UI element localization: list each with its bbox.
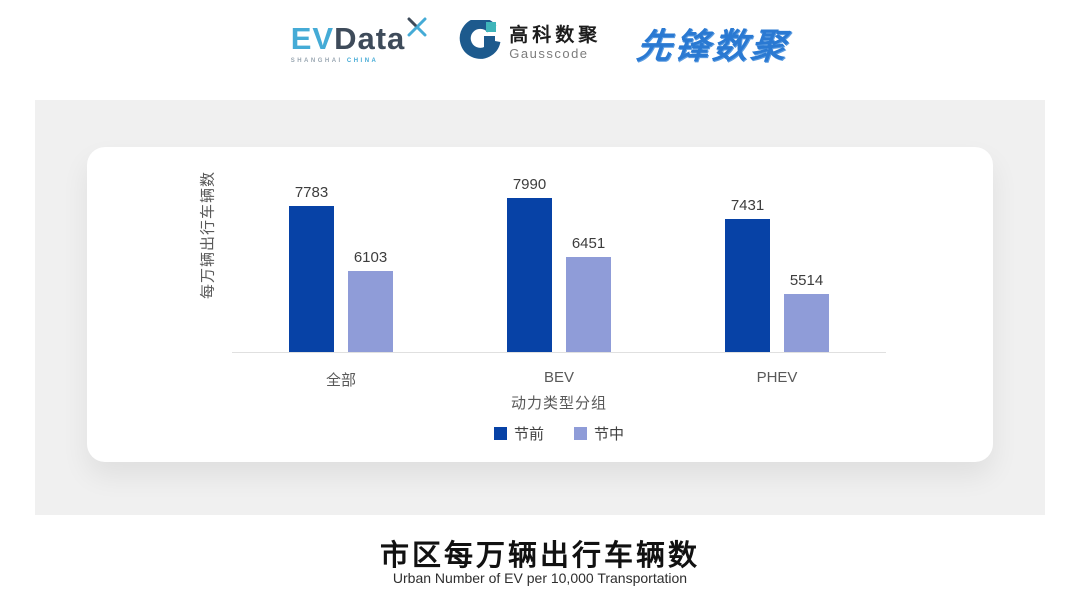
- y-axis-label: 每万辆出行车辆数: [199, 170, 217, 300]
- chart-title-cn: 市区每万辆出行车辆数: [379, 540, 700, 572]
- evdata-spark-icon: [407, 17, 427, 42]
- category-label-BEV: BEV: [543, 369, 574, 386]
- evdata-wordmark: EVData: [291, 21, 406, 56]
- plot-area: 7783 6103 7990 6451 7431 5514: [232, 176, 886, 353]
- bar-节前-全部: [289, 206, 334, 352]
- evdata-subtext: SHANGHAI CHINA: [291, 58, 406, 64]
- bar-节中-PHEV: [784, 294, 829, 352]
- category-label-全部: 全部: [325, 372, 356, 389]
- legend-swatch: [574, 427, 587, 440]
- bar-节前-PHEV: [725, 219, 770, 352]
- legend: 节前 节中: [232, 423, 886, 444]
- legend-label: 节中: [594, 426, 625, 443]
- bar-value-label: 7990: [512, 176, 547, 193]
- bar-value-label: 6103: [353, 249, 388, 266]
- gausscode-en-text: Gausscode: [509, 46, 589, 62]
- bar-value-label: 6451: [571, 235, 606, 252]
- legend-swatch: [493, 427, 507, 440]
- evdata-data-text: Data: [334, 21, 406, 56]
- chart-title-en: Urban Number of EV per 10,000 Transporta…: [392, 570, 688, 586]
- legend-item-节前: 节前: [493, 423, 544, 444]
- bar-节前-BEV: [507, 198, 552, 352]
- evdata-china-text: CHINA: [346, 58, 379, 64]
- bar-节中-全部: [348, 271, 393, 352]
- bar-value-label: 5514: [789, 272, 824, 289]
- gausscode-g-icon: [459, 17, 501, 67]
- evdata-ev-text: EV: [290, 21, 335, 56]
- gausscode-cn-text: 高科数聚: [509, 25, 602, 47]
- bar-节中-BEV: [566, 257, 611, 352]
- legend-item-节中: 节中: [574, 423, 624, 444]
- x-axis-label: 动力类型分组: [510, 395, 607, 412]
- header-logos: EVData SHANGHAI CHINA 高科数: [0, 17, 1080, 69]
- chart-card: 每万辆出行车辆数 7783 6103 7990 6451 7431 5514 动力类型分组…: [87, 147, 993, 462]
- bar-value-label: 7431: [730, 197, 765, 214]
- category-label-PHEV: PHEV: [756, 369, 798, 386]
- legend-label: 节前: [513, 426, 544, 443]
- evdata-shanghai-text: SHANGHAI: [290, 58, 343, 64]
- evdata-logo: EVData SHANGHAI CHINA: [291, 17, 427, 64]
- bar-value-label: 7783: [294, 184, 329, 201]
- pioneer-logo: 先锋数聚: [634, 27, 792, 66]
- gausscode-logo: 高科数聚 Gausscode: [459, 17, 602, 67]
